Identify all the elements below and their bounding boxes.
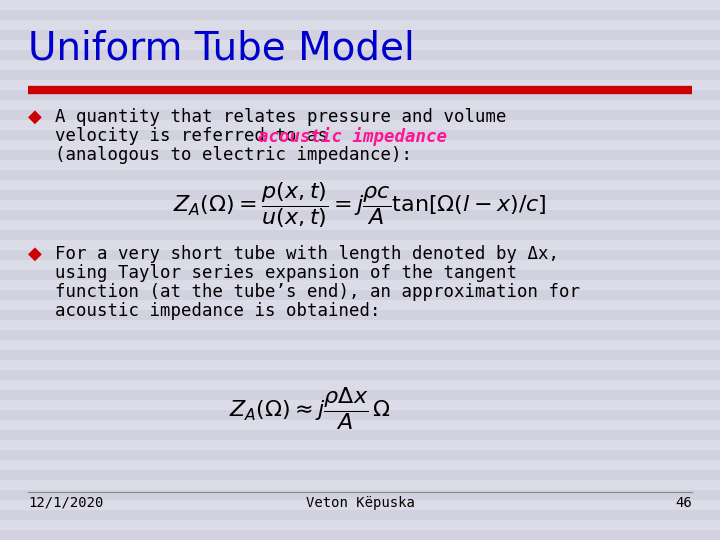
Text: $Z_A(\Omega)=\dfrac{p(x,t)}{u(x,t)}=j\dfrac{\rho c}{A}\tan[\Omega(l-x)/c]$: $Z_A(\Omega)=\dfrac{p(x,t)}{u(x,t)}=j\df… bbox=[174, 180, 546, 230]
Text: function (at the tube’s end), an approximation for: function (at the tube’s end), an approxi… bbox=[55, 283, 580, 301]
Bar bbox=[0, 230, 720, 240]
Bar bbox=[0, 90, 720, 100]
Bar bbox=[0, 410, 720, 420]
Bar bbox=[0, 70, 720, 80]
Bar bbox=[0, 430, 720, 440]
Bar bbox=[0, 10, 720, 20]
Bar bbox=[0, 130, 720, 140]
Text: acoustic impedance is obtained:: acoustic impedance is obtained: bbox=[55, 302, 380, 320]
Text: ◆: ◆ bbox=[28, 108, 42, 126]
Bar bbox=[0, 350, 720, 360]
Bar bbox=[0, 450, 720, 460]
Bar bbox=[0, 190, 720, 200]
Text: For a very short tube with length denoted by Δx,: For a very short tube with length denote… bbox=[55, 245, 559, 263]
Bar bbox=[0, 30, 720, 40]
Bar bbox=[0, 110, 720, 120]
Bar bbox=[0, 530, 720, 540]
Bar bbox=[0, 370, 720, 380]
Text: 46: 46 bbox=[675, 496, 692, 510]
Text: ◆: ◆ bbox=[28, 245, 42, 263]
Bar bbox=[0, 390, 720, 400]
Bar bbox=[0, 50, 720, 60]
Bar bbox=[0, 470, 720, 480]
Text: Uniform Tube Model: Uniform Tube Model bbox=[28, 30, 415, 68]
Text: velocity is referred to as: velocity is referred to as bbox=[55, 127, 338, 145]
Bar bbox=[0, 150, 720, 160]
Bar bbox=[0, 270, 720, 280]
Bar bbox=[0, 310, 720, 320]
Text: (analogous to electric impedance):: (analogous to electric impedance): bbox=[55, 146, 412, 164]
Bar bbox=[0, 250, 720, 260]
Text: using Taylor series expansion of the tangent: using Taylor series expansion of the tan… bbox=[55, 264, 517, 282]
Bar bbox=[0, 170, 720, 180]
Text: Veton Këpuska: Veton Këpuska bbox=[305, 496, 415, 510]
Text: $Z_A(\Omega)\approx j\dfrac{\rho\Delta x}{A}\,\Omega$: $Z_A(\Omega)\approx j\dfrac{\rho\Delta x… bbox=[229, 385, 391, 432]
Bar bbox=[0, 210, 720, 220]
Text: 12/1/2020: 12/1/2020 bbox=[28, 496, 104, 510]
Text: acoustic impedance: acoustic impedance bbox=[258, 127, 446, 146]
Bar bbox=[0, 290, 720, 300]
Bar bbox=[0, 510, 720, 520]
Text: A quantity that relates pressure and volume: A quantity that relates pressure and vol… bbox=[55, 108, 506, 126]
Bar bbox=[0, 490, 720, 500]
Bar bbox=[0, 330, 720, 340]
